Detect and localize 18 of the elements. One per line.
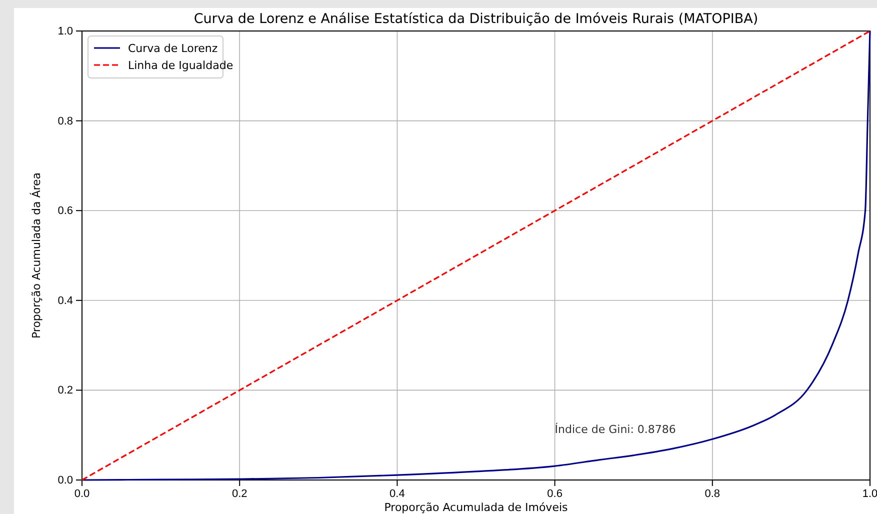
y-tick-label: 0.0 (58, 474, 73, 487)
annotation: Índice de Gini: 0.8786 (554, 422, 676, 436)
x-tick-label: 1.0 (862, 488, 877, 500)
y-axis-title: Proporção Acumulada da Área (29, 172, 43, 339)
x-tick-label: 0.2 (232, 488, 248, 500)
x-axis-title: Proporção Acumulada de Imóveis (384, 501, 568, 514)
x-tick-label: 0.6 (547, 488, 562, 500)
x-tick-label: 0.0 (74, 488, 90, 500)
y-tick-label: 0.8 (58, 115, 73, 128)
y-tick-label: 0.6 (58, 205, 73, 218)
x-tick-label: 0.8 (704, 488, 720, 500)
legend-label: Curva de Lorenz (128, 42, 218, 55)
y-tick-label: 1.0 (58, 26, 73, 38)
chart-title: Curva de Lorenz e Análise Estatística da Distribuição de Imóveis Rurais (MATOPIBA) (194, 11, 758, 27)
y-tick-label: 0.2 (58, 384, 73, 397)
y-tick-label: 0.4 (58, 294, 73, 307)
legend-label: Linha de Igualdade (128, 59, 234, 72)
x-tick-label: 0.4 (390, 488, 405, 500)
